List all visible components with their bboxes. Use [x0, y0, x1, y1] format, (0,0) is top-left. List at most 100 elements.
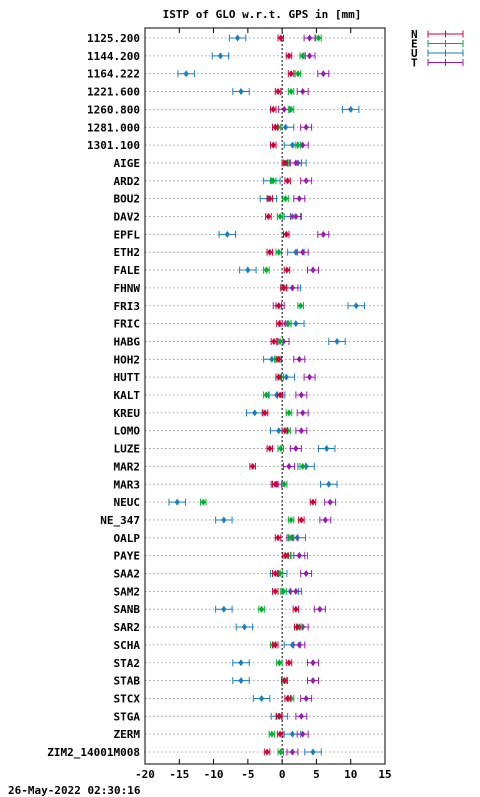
- point-U: [215, 516, 233, 524]
- station-label: 1260.800: [87, 103, 140, 116]
- point-E: [258, 605, 265, 613]
- point-N: [282, 552, 289, 560]
- station-label: PAYE: [114, 550, 141, 563]
- station-label: STGA: [114, 710, 141, 723]
- station-label: FALE: [114, 264, 141, 277]
- point-N: [272, 587, 279, 595]
- point-U: [228, 34, 247, 42]
- point-T: [293, 641, 306, 649]
- point-T: [296, 409, 309, 417]
- point-N: [274, 88, 282, 96]
- point-N: [292, 605, 300, 613]
- point-N: [272, 641, 279, 649]
- point-U: [320, 480, 338, 488]
- point-N: [266, 445, 274, 453]
- point-T: [295, 427, 308, 435]
- point-E: [275, 248, 282, 256]
- point-U: [347, 302, 365, 310]
- legend-label: N: [411, 28, 418, 41]
- point-T: [289, 159, 302, 167]
- point-U: [283, 730, 302, 738]
- point-U: [252, 694, 271, 702]
- grid: [145, 28, 385, 764]
- station-label: EPFL: [114, 228, 141, 241]
- point-N: [266, 248, 274, 256]
- station-label: SAA2: [114, 568, 141, 581]
- point-T: [324, 498, 337, 506]
- point-T: [289, 213, 302, 220]
- point-N: [272, 570, 279, 577]
- point-E: [277, 445, 285, 453]
- point-N: [281, 427, 289, 435]
- point-E: [285, 409, 293, 417]
- point-E: [299, 52, 306, 60]
- point-U: [245, 409, 264, 417]
- station-label: DAV2: [114, 211, 141, 224]
- point-T: [300, 694, 313, 702]
- station-label: AIGE: [114, 157, 141, 170]
- point-E: [287, 516, 295, 524]
- station-label: STCX: [114, 692, 141, 705]
- station-label: ZIM2_14001M008: [47, 746, 140, 759]
- plot-frame: [144, 27, 386, 765]
- point-T: [296, 88, 309, 96]
- point-T: [300, 570, 313, 577]
- station-label: ZERM: [114, 728, 141, 741]
- timestamp: 26-May-2022 02:30:16: [8, 784, 141, 797]
- point-N: [261, 409, 269, 417]
- legend-label: E: [411, 38, 418, 51]
- point-E: [297, 302, 304, 310]
- point-E: [294, 141, 302, 149]
- legend-entry: N: [411, 28, 464, 41]
- point-N: [275, 373, 282, 381]
- point-E: [276, 213, 284, 220]
- x-tick-label: 0: [279, 768, 286, 781]
- point-T: [313, 605, 326, 613]
- station-label: NE_347: [100, 514, 140, 527]
- x-tick-label: -10: [204, 768, 224, 781]
- station-label: HUTT: [114, 371, 141, 384]
- point-N: [269, 105, 277, 113]
- point-N: [283, 266, 291, 274]
- point-E: [315, 34, 322, 42]
- point-U: [232, 88, 250, 96]
- station-label: ARD2: [114, 175, 141, 188]
- station-label: SANB: [114, 603, 141, 616]
- station-label: STAB: [114, 675, 141, 688]
- point-U: [211, 52, 230, 60]
- legend-entry: U: [411, 47, 464, 60]
- point-N: [284, 177, 291, 185]
- x-tick-label: 15: [378, 768, 391, 781]
- point-E: [285, 320, 292, 328]
- station-label: SAR2: [114, 621, 141, 634]
- point-E: [294, 70, 302, 78]
- point-E: [280, 480, 288, 488]
- point-N: [275, 302, 282, 310]
- point-N: [287, 70, 295, 78]
- point-E: [263, 266, 270, 274]
- point-U: [235, 623, 254, 631]
- station-label: ETH2: [114, 246, 141, 259]
- x-tick-label: -20: [135, 768, 155, 781]
- point-T: [293, 195, 306, 203]
- point-T: [300, 123, 313, 131]
- point-E: [277, 748, 285, 756]
- station-label: SAM2: [114, 585, 141, 598]
- station-label: MAR3: [114, 478, 141, 491]
- point-N: [281, 159, 289, 167]
- point-T: [289, 587, 302, 595]
- point-T: [289, 445, 302, 453]
- station-label: 1125.200: [87, 32, 140, 45]
- point-N: [276, 320, 283, 328]
- point-U: [341, 105, 360, 113]
- point-E: [287, 88, 295, 96]
- station-label: SCHA: [114, 639, 141, 652]
- point-E: [282, 195, 289, 203]
- point-N: [280, 284, 287, 292]
- point-T: [296, 248, 309, 256]
- station-label: FRIC: [114, 318, 141, 331]
- point-N: [263, 748, 271, 756]
- station-labels: 1125.200 1144.200 1164.222 1221.600 1260.800…: [47, 32, 140, 759]
